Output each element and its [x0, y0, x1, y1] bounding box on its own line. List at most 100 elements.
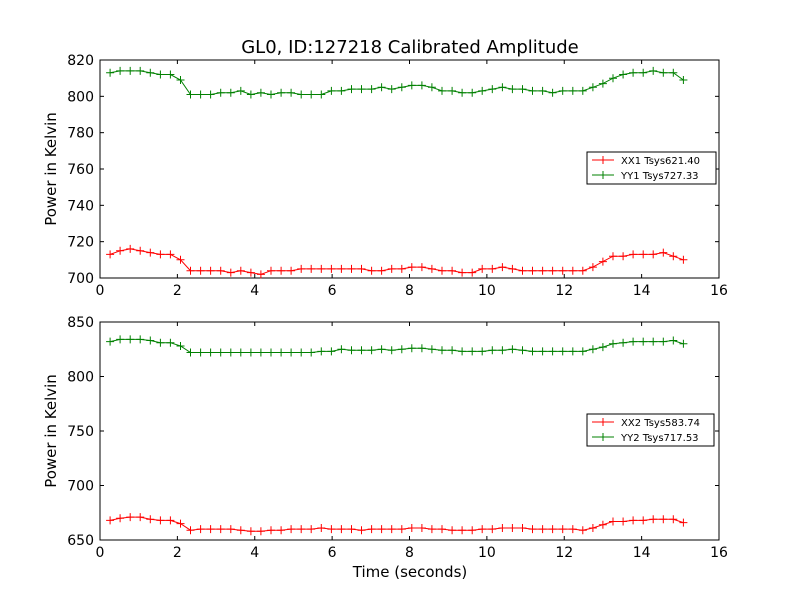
bottom-data-point — [387, 346, 396, 355]
bottom-data-point — [538, 347, 547, 356]
top-data-point — [317, 90, 326, 99]
top-x-tick-label: 0 — [96, 283, 105, 299]
top-x-tick-label: 2 — [173, 283, 182, 299]
top-data-point — [407, 81, 416, 90]
top-data-point — [297, 264, 306, 273]
top-data-point — [538, 266, 547, 275]
bottom-data-point — [307, 525, 316, 534]
bottom-data-point — [347, 346, 356, 355]
top-data-point — [649, 250, 658, 259]
bottom-x-tick-label: 16 — [710, 545, 728, 561]
bottom-data-point — [407, 524, 416, 532]
bottom-data-point — [357, 346, 366, 355]
bottom-data-point — [649, 337, 658, 346]
top-data-point — [407, 263, 416, 272]
bottom-data-point — [256, 527, 265, 536]
top-data-point — [236, 266, 245, 275]
top-data-point — [176, 76, 185, 84]
bottom-data-point — [357, 526, 366, 535]
bottom-data-point — [669, 515, 678, 524]
bottom-y-tick-label: 850 — [67, 315, 94, 331]
top-legend-marker-xx1 — [599, 156, 607, 164]
top-data-point — [427, 83, 436, 92]
bottom-data-point — [267, 348, 275, 357]
top-data-point — [528, 266, 537, 275]
top-series-layer — [106, 66, 688, 279]
top-data-point — [518, 85, 527, 94]
bottom-data-point — [206, 348, 215, 357]
top-data-point — [619, 70, 628, 79]
bottom-data-point — [417, 344, 426, 353]
top-data-point — [357, 85, 366, 94]
bottom-data-point — [246, 527, 255, 536]
top-data-point — [166, 70, 175, 79]
top-data-point — [548, 266, 557, 275]
bottom-data-point — [196, 525, 205, 534]
top-data-point — [106, 250, 115, 259]
top-data-point — [277, 266, 286, 275]
bottom-data-point — [558, 347, 567, 356]
top-data-point — [598, 257, 607, 266]
top-data-point — [639, 250, 648, 259]
x-axis-label: Time (seconds) — [352, 563, 468, 581]
top-data-point — [357, 264, 366, 273]
top-data-point — [256, 270, 265, 279]
top-data-point — [146, 68, 155, 77]
top-data-point — [588, 83, 597, 92]
bottom-x-tick-label: 8 — [405, 545, 414, 561]
bottom-x-tick-label: 6 — [328, 545, 337, 561]
bottom-y-tick-label: 800 — [67, 370, 94, 386]
bottom-legend-label-yy2: YY2 Tsys717.53 — [620, 433, 699, 444]
bottom-data-point — [166, 516, 175, 525]
bottom-x-tick-label: 10 — [478, 545, 496, 561]
top-data-point — [226, 88, 235, 97]
top-data-point — [256, 88, 265, 97]
top-data-point — [397, 264, 406, 273]
bottom-data-point — [488, 525, 497, 534]
bottom-x-tick-label: 2 — [173, 545, 182, 561]
bottom-data-point — [578, 347, 587, 356]
top-data-point — [458, 88, 467, 97]
top-series-line-1 — [110, 70, 684, 96]
bottom-data-point — [327, 347, 336, 356]
bottom-data-point — [317, 524, 326, 532]
bottom-y-axis-label: Power in Kelvin — [42, 374, 60, 488]
bottom-data-point — [337, 525, 346, 534]
bottom-x-tick-label: 14 — [633, 545, 651, 561]
top-data-point — [186, 90, 195, 99]
top-x-tick-label: 8 — [405, 283, 414, 299]
bottom-series-line-1 — [109, 338, 684, 353]
bottom-legend-label-xx2: XX2 Tsys583.74 — [621, 418, 700, 429]
top-data-point — [267, 90, 275, 99]
top-y-tick-label: 700 — [67, 271, 94, 287]
top-data-point — [317, 264, 326, 273]
bottom-data-point — [186, 348, 195, 357]
bottom-data-point — [347, 525, 356, 534]
bottom-legend-marker-yy2 — [599, 433, 607, 441]
bottom-data-point — [407, 344, 416, 353]
bottom-data-point — [498, 524, 507, 532]
bottom-data-point — [619, 517, 628, 526]
top-data-point — [438, 86, 446, 95]
bottom-data-point — [256, 348, 265, 357]
top-data-point — [246, 90, 255, 99]
top-data-point — [327, 264, 336, 273]
top-data-point — [106, 68, 115, 77]
bottom-data-point — [377, 345, 386, 354]
bottom-data-point — [679, 518, 688, 527]
bottom-data-point — [106, 337, 115, 346]
bottom-data-point — [146, 336, 155, 345]
top-data-point — [488, 264, 497, 273]
bottom-data-point — [538, 525, 547, 534]
top-data-point — [327, 86, 336, 95]
bottom-data-point — [518, 524, 527, 532]
top-data-point — [367, 266, 376, 275]
top-data-point — [488, 85, 497, 94]
bottom-data-point — [307, 348, 316, 357]
bottom-data-point — [488, 346, 497, 355]
bottom-y-tick-label: 750 — [67, 424, 94, 440]
top-data-point — [116, 66, 125, 75]
top-data-point — [568, 266, 577, 275]
top-data-point — [558, 86, 567, 95]
